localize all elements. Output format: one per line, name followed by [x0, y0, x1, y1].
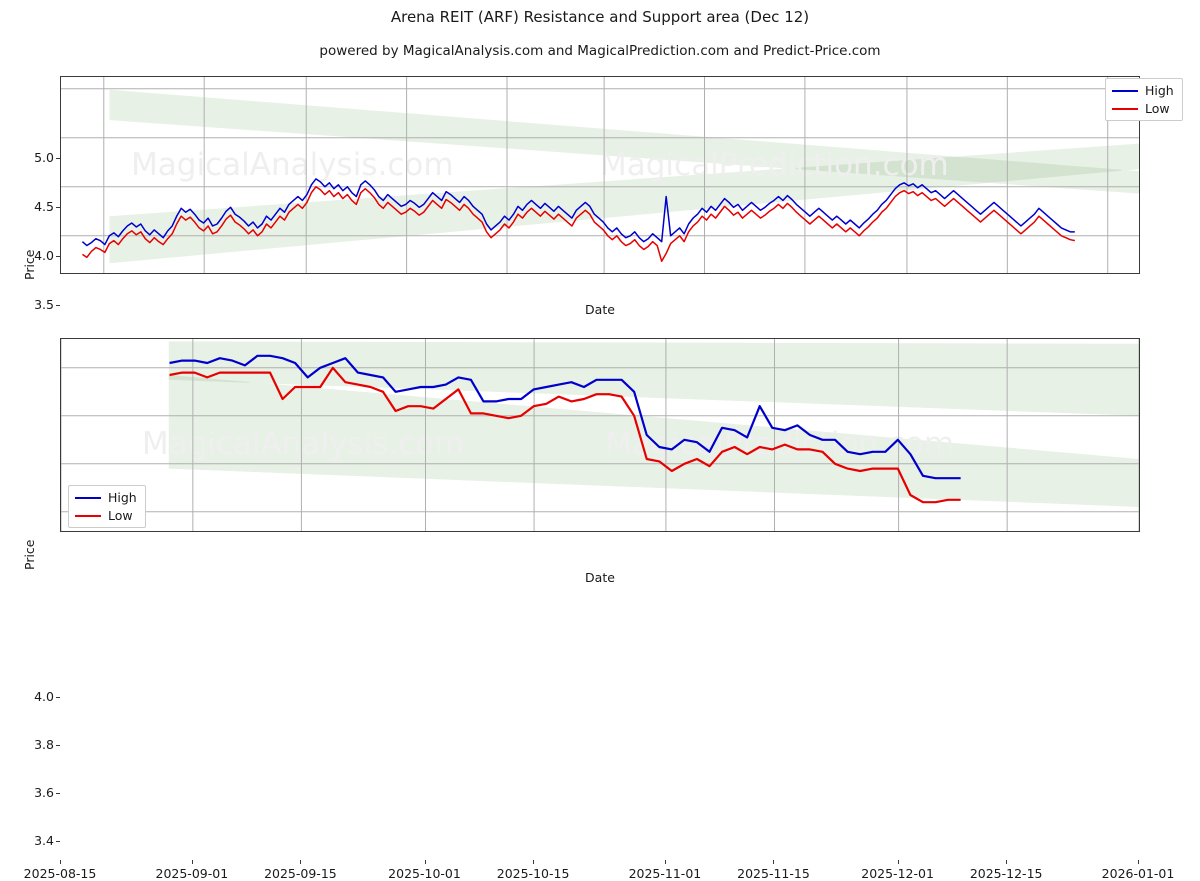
watermark-text: MagicalPrediction.com	[600, 147, 949, 183]
x-tick-mark	[60, 860, 61, 864]
upper-plot-area: MagicalAnalysis.com MagicalPrediction.com	[60, 76, 1140, 274]
y-tick-mark	[56, 792, 60, 794]
y-tick-label: 4.0	[34, 247, 54, 263]
x-tick-label: 2025-12-15	[969, 866, 1043, 881]
legend-line-high	[75, 496, 101, 499]
legend-line-high	[1112, 89, 1138, 92]
x-tick-mark	[300, 860, 302, 864]
page-title: Arena REIT (ARF) Resistance and Support …	[390, 8, 810, 26]
upper-plot-svg: MagicalAnalysis.com MagicalPrediction.com	[61, 77, 1139, 273]
y-tick-label: 3.5	[34, 296, 54, 312]
lower-x-axis-label: Date	[585, 570, 615, 585]
lower-y-axis-label: Price	[22, 539, 37, 571]
x-tick-label: 2025-09-15	[264, 866, 337, 881]
page-subtitle: powered by MagicalAnalysis.com and Magic…	[319, 43, 881, 59]
y-tick-label: 4.5	[34, 198, 54, 214]
y-tick-mark	[56, 696, 60, 698]
x-tick-mark	[1138, 860, 1139, 864]
x-tick-mark	[897, 860, 899, 864]
x-tick-label: 2026-01-01	[1101, 866, 1175, 881]
legend-entry-low: Low	[1112, 101, 1174, 116]
y-tick-label: 3.4	[34, 832, 54, 848]
x-tick-label: 2025-11-15	[737, 866, 810, 881]
watermark-text: MagicalAnalysis.com	[131, 147, 453, 183]
y-tick-mark	[56, 304, 60, 306]
y-tick-label: 4.0	[34, 688, 54, 704]
upper-series-high	[81, 178, 1075, 247]
upper-x-axis-label: Date	[585, 302, 615, 317]
x-tick-mark	[191, 860, 193, 864]
x-tick-label: 2025-09-01	[155, 866, 229, 881]
legend-line-low	[1112, 107, 1138, 110]
legend-label-low: Low	[1145, 101, 1170, 116]
upper-legend[interactable]: High Low	[1105, 78, 1183, 121]
y-tick-label: 3.8	[34, 736, 54, 752]
legend-label-high: High	[108, 490, 137, 505]
x-tick-label: 2025-12-01	[861, 866, 934, 881]
legend-entry-high: High	[1112, 83, 1174, 98]
legend-entry-low: Low	[75, 508, 137, 523]
x-tick-label: 2025-11-01	[628, 866, 702, 881]
watermark-text: MagicalAnalysis.com	[142, 426, 464, 462]
y-tick-mark	[56, 744, 60, 746]
upper-series-low	[81, 186, 1075, 262]
upper-chart-panel: Price MagicalAnalysis.com MagicalPredicti…	[0, 70, 1200, 363]
y-tick-label: 5.0	[34, 149, 54, 165]
lower-series-low	[169, 366, 961, 504]
x-tick-label: 2025-10-15	[496, 866, 570, 881]
legend-label-low: Low	[108, 508, 133, 523]
x-tick-label: 2025-10-01	[388, 866, 461, 881]
x-tick-mark	[533, 860, 535, 864]
lower-chart-panel: Price MagicalAnalysis.com MagicalPredicti…	[0, 330, 1200, 881]
lower-resistance-wedge	[168, 341, 1139, 416]
upper-band-overlap	[795, 156, 1122, 183]
y-tick-mark	[56, 840, 60, 842]
watermark-text: MagicalPrediction.com	[605, 426, 954, 462]
legend-entry-high: High	[75, 490, 137, 505]
y-tick-mark	[56, 255, 60, 257]
y-tick-label: 3.6	[34, 784, 54, 800]
lower-legend[interactable]: High Low	[68, 485, 146, 528]
x-tick-mark	[664, 860, 666, 864]
x-tick-mark	[424, 860, 426, 864]
legend-line-low	[75, 514, 101, 517]
lower-plot-area: MagicalAnalysis.com MagicalPrediction.com	[60, 338, 1140, 532]
chart-page: Arena REIT (ARF) Resistance and Support …	[0, 8, 1200, 881]
x-tick-mark	[1006, 860, 1008, 864]
legend-label-high: High	[1145, 83, 1174, 98]
lower-plot-svg: MagicalAnalysis.com MagicalPrediction.com	[61, 339, 1139, 531]
x-tick-label: 2025-08-15	[23, 866, 97, 881]
y-tick-mark	[56, 157, 60, 159]
lower-band-overlap	[168, 375, 250, 383]
y-tick-mark	[56, 206, 60, 208]
lower-series-high	[169, 354, 961, 480]
x-tick-mark	[773, 860, 775, 864]
